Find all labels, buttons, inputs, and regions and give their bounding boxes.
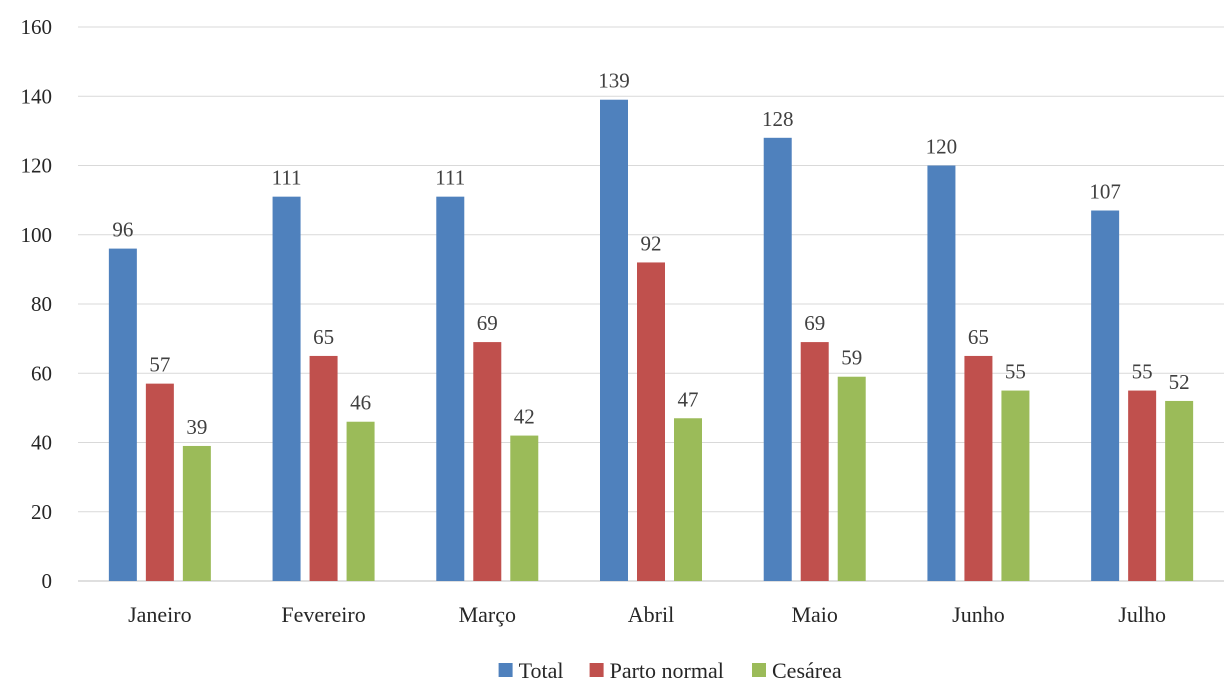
bar xyxy=(436,196,465,581)
x-tick-label: Julho xyxy=(1118,602,1166,627)
data-label: 57 xyxy=(149,353,170,377)
bar xyxy=(1165,400,1194,581)
data-label: 47 xyxy=(678,387,699,411)
data-label: 120 xyxy=(926,135,958,159)
legend-swatch xyxy=(498,663,513,677)
y-tick-label: 60 xyxy=(31,361,52,385)
legend: Total Parto normal Cesárea xyxy=(498,658,842,683)
x-tick-label: Maio xyxy=(791,602,837,627)
bar xyxy=(600,99,628,582)
bar xyxy=(763,137,792,582)
y-tick-label: 40 xyxy=(31,431,52,455)
x-tick-label: Março xyxy=(459,602,516,627)
data-label: 42 xyxy=(514,405,535,429)
bar xyxy=(1128,390,1157,581)
bar xyxy=(1001,390,1030,581)
x-tick-label: Abril xyxy=(628,602,674,627)
bar xyxy=(1091,210,1120,581)
y-tick-label: 140 xyxy=(21,84,53,108)
x-axis: Janeiro Fevereiro Março Abril Maio Junho Julho xyxy=(128,602,1166,627)
bar xyxy=(473,342,502,581)
data-label: 65 xyxy=(313,325,334,349)
y-tick-label: 100 xyxy=(21,223,53,247)
data-label: 111 xyxy=(435,166,465,190)
data-label: 46 xyxy=(350,391,371,415)
data-label: 52 xyxy=(1169,370,1190,394)
y-tick-label: 80 xyxy=(31,292,52,316)
y-axis: 0 20 40 60 80 100 120 140 160 xyxy=(21,15,53,593)
legend-label: Cesárea xyxy=(772,658,842,683)
bar xyxy=(800,342,829,581)
bar xyxy=(145,383,174,581)
data-label: 69 xyxy=(477,311,498,335)
data-label: 92 xyxy=(641,231,662,255)
bar xyxy=(108,248,137,581)
bar xyxy=(637,262,665,581)
data-label: 39 xyxy=(186,415,207,439)
bar xyxy=(309,355,338,581)
data-label: 128 xyxy=(762,107,794,131)
data-label: 96 xyxy=(112,218,133,242)
bar xyxy=(346,421,375,581)
bar xyxy=(964,355,993,581)
y-tick-label: 160 xyxy=(21,15,53,39)
data-label: 107 xyxy=(1089,180,1121,204)
x-tick-label: Fevereiro xyxy=(281,602,365,627)
data-label: 55 xyxy=(1005,360,1026,384)
legend-label: Parto normal xyxy=(610,658,724,683)
y-tick-label: 120 xyxy=(21,154,53,178)
bars xyxy=(108,99,1194,582)
y-tick-label: 0 xyxy=(42,569,53,593)
x-tick-label: Junho xyxy=(952,602,1005,627)
legend-swatch xyxy=(589,663,604,677)
bar xyxy=(927,165,956,581)
bar xyxy=(837,376,866,581)
x-tick-label: Janeiro xyxy=(128,602,192,627)
data-label: 69 xyxy=(804,311,825,335)
data-label: 111 xyxy=(272,166,302,190)
data-labels: 96 57 39 111 65 46 111 69 42 139 92 47 128 69 59 120 65 5… xyxy=(112,69,1189,439)
bar xyxy=(272,196,301,581)
data-label: 65 xyxy=(968,325,989,349)
data-label: 55 xyxy=(1132,360,1153,384)
data-label: 59 xyxy=(841,346,862,370)
bar xyxy=(510,435,539,581)
legend-swatch xyxy=(752,663,766,677)
legend-label: Total xyxy=(519,658,564,683)
data-label: 139 xyxy=(598,69,630,93)
y-tick-label: 20 xyxy=(31,500,52,524)
bar xyxy=(674,418,702,581)
bar xyxy=(182,445,211,581)
